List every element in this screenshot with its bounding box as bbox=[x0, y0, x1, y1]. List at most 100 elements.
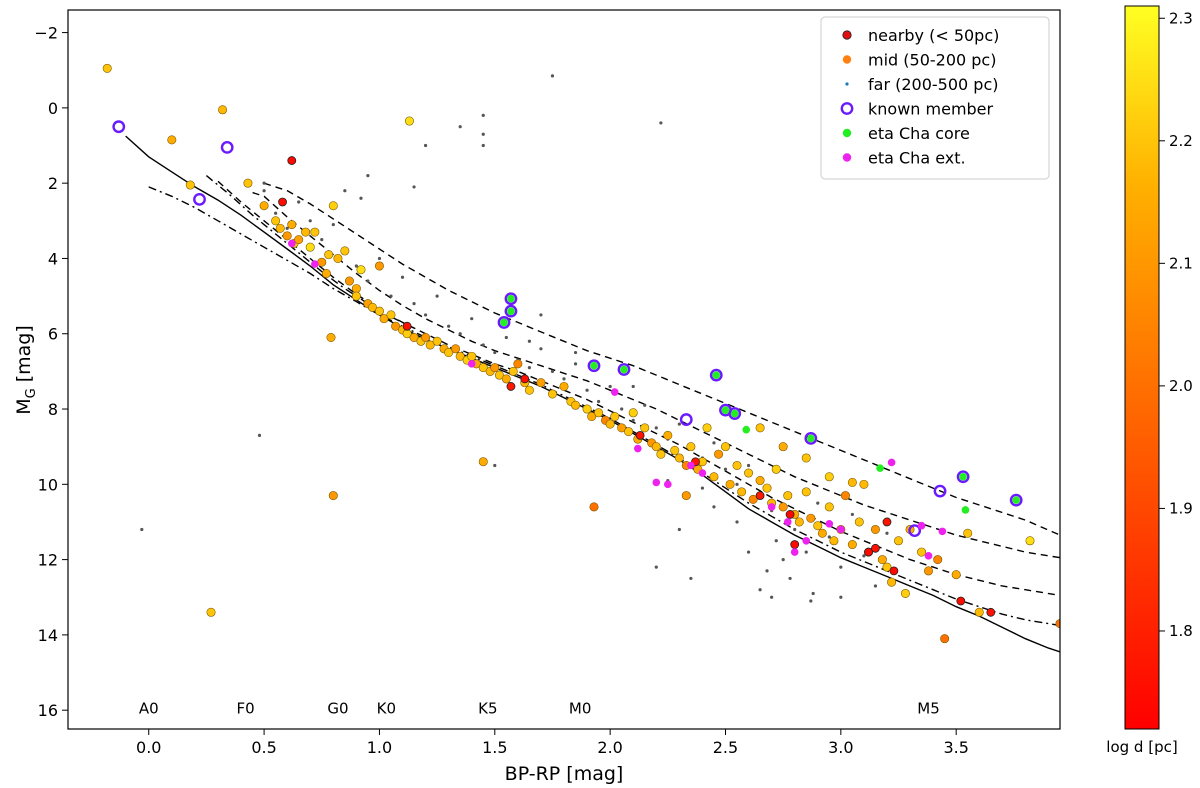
far-point bbox=[809, 599, 813, 603]
far-point bbox=[481, 113, 485, 118]
legend-label: known member bbox=[868, 100, 994, 119]
mid-point bbox=[824, 472, 834, 482]
eta-cha-core-point bbox=[807, 434, 815, 443]
mid-point bbox=[374, 261, 384, 271]
far-point bbox=[631, 418, 635, 422]
colorbar-tick-label: 2.3 bbox=[1169, 9, 1193, 27]
mid-point bbox=[744, 468, 754, 478]
x-tick-label: 0.0 bbox=[136, 738, 161, 757]
mid-point bbox=[425, 340, 435, 350]
legend-marker bbox=[842, 128, 852, 138]
mid-point bbox=[813, 521, 823, 531]
y-tick-label: 16 bbox=[38, 701, 58, 720]
mid-point bbox=[854, 517, 864, 527]
eta-cha-core-point bbox=[1012, 496, 1020, 504]
spectral-type-k0: K0 bbox=[377, 699, 396, 717]
mid-point bbox=[368, 302, 378, 312]
far-point bbox=[343, 189, 347, 193]
far-point bbox=[539, 347, 543, 351]
mid-point bbox=[287, 220, 297, 230]
eta-cha-ext-point bbox=[767, 503, 776, 511]
legend-entry: mid (50-200 pc) bbox=[842, 51, 996, 70]
legend-entry: eta Cha ext. bbox=[842, 149, 966, 168]
mid-point bbox=[656, 449, 666, 459]
mid-point bbox=[806, 513, 816, 523]
far-point bbox=[458, 332, 462, 336]
far-point bbox=[620, 407, 624, 411]
spectral-type-a0: A0 bbox=[139, 699, 159, 717]
eta-cha-ext-point bbox=[917, 521, 926, 530]
far-point bbox=[493, 350, 497, 355]
known-member-point bbox=[193, 192, 206, 206]
mid-point bbox=[801, 487, 811, 497]
known-member-point bbox=[956, 470, 970, 484]
mid-point bbox=[762, 483, 772, 493]
mid-point bbox=[494, 370, 504, 380]
isochrone-curve-2 bbox=[148, 186, 1060, 627]
mid-point bbox=[490, 363, 500, 373]
mid-point bbox=[681, 491, 691, 501]
colorbar-tick-label: 2.2 bbox=[1169, 132, 1193, 150]
far-point bbox=[781, 558, 785, 562]
eta-cha-ext-point bbox=[938, 527, 947, 536]
nearby-point bbox=[956, 596, 966, 606]
far-point bbox=[297, 200, 301, 204]
nearby-point bbox=[785, 510, 795, 519]
mid-point bbox=[628, 408, 638, 418]
mid-point bbox=[301, 227, 311, 237]
colorbar-gradient bbox=[1124, 5, 1160, 730]
mid-point bbox=[605, 419, 615, 429]
mid-point bbox=[536, 378, 546, 388]
known-member-point bbox=[709, 368, 723, 382]
known-member-point bbox=[908, 524, 922, 538]
mid-point bbox=[817, 528, 827, 538]
far-point bbox=[850, 512, 854, 517]
mid-point bbox=[894, 536, 904, 546]
mid-point bbox=[674, 453, 684, 463]
legend-label: eta Cha core bbox=[868, 124, 970, 143]
far-point bbox=[308, 219, 312, 223]
far-point bbox=[400, 275, 405, 279]
far-point bbox=[765, 569, 769, 573]
legend-entry: nearby (< 50pc) bbox=[842, 26, 999, 45]
far-point bbox=[389, 294, 393, 298]
nearby-point bbox=[864, 547, 873, 557]
mid-point bbox=[771, 464, 781, 474]
far-point bbox=[573, 362, 578, 366]
far-point bbox=[527, 339, 531, 343]
far-point bbox=[423, 143, 428, 148]
legend-marker bbox=[842, 153, 852, 162]
mid-point bbox=[559, 381, 569, 391]
x-axis-title: BP-RP [mag] bbox=[505, 763, 624, 785]
legend-marker bbox=[840, 102, 854, 115]
mid-point bbox=[582, 404, 592, 414]
known-member-point bbox=[504, 292, 518, 306]
mid-point bbox=[317, 257, 327, 267]
mid-point bbox=[917, 547, 927, 557]
mid-point bbox=[778, 502, 788, 512]
mid-point bbox=[271, 216, 281, 226]
mid-point bbox=[333, 253, 343, 263]
nearby-point bbox=[520, 374, 530, 384]
mid-point bbox=[720, 442, 730, 452]
far-point bbox=[631, 384, 635, 389]
known-member-point bbox=[728, 407, 742, 420]
far-point bbox=[539, 313, 543, 317]
colorbar-tick-label: 2.0 bbox=[1169, 377, 1193, 395]
isochrone-curves bbox=[125, 135, 1060, 653]
far-point bbox=[359, 196, 363, 200]
mid-point bbox=[882, 562, 892, 572]
y-tick-label: 2 bbox=[48, 174, 58, 193]
far-point bbox=[774, 539, 778, 543]
nearby-point bbox=[635, 430, 645, 440]
eta-cha-ext-point bbox=[687, 461, 695, 470]
mid-point bbox=[624, 427, 634, 437]
eta-cha-core-point bbox=[876, 464, 884, 472]
mid-point bbox=[508, 366, 518, 376]
mid-point bbox=[444, 348, 454, 358]
spectral-type-m0: M0 bbox=[569, 699, 592, 717]
legend-entry: eta Cha core bbox=[842, 124, 970, 143]
known-member-point bbox=[804, 431, 818, 445]
mid-point bbox=[589, 502, 599, 512]
mid-point bbox=[783, 491, 793, 501]
